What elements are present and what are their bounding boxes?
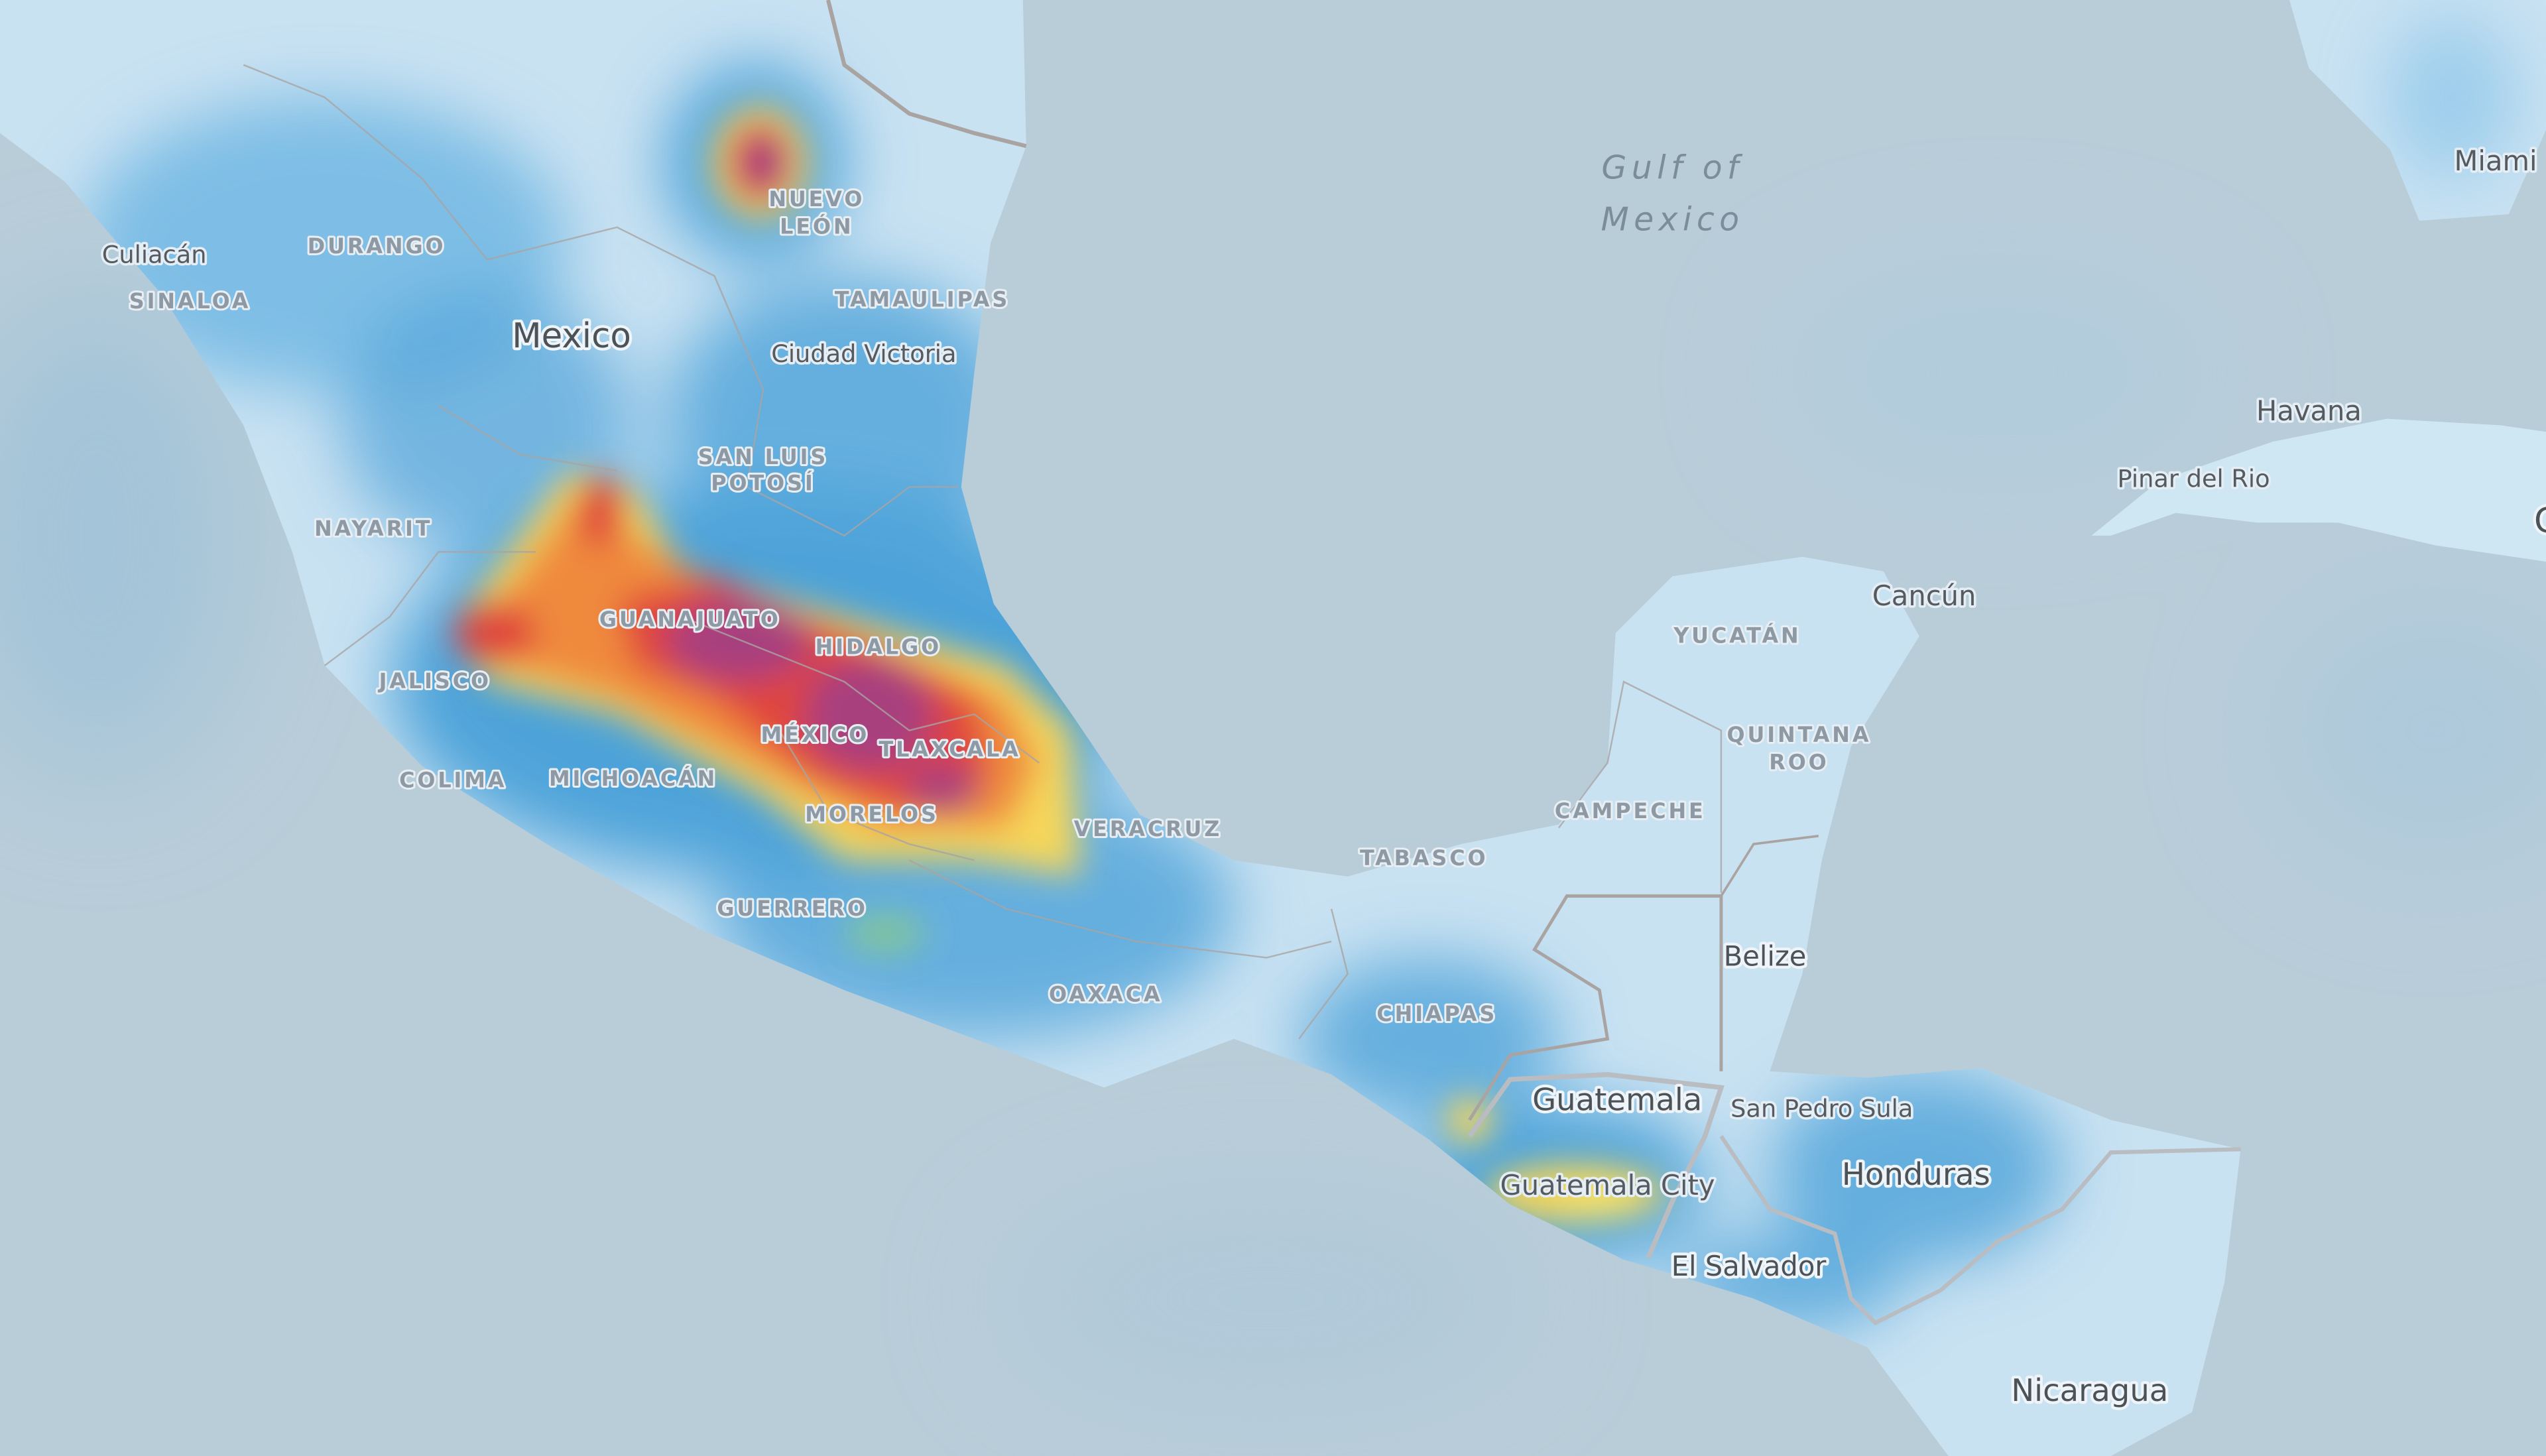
label-city-cancun[interactable]: Cancún — [1870, 577, 1978, 614]
label-city-havana[interactable]: Havana — [2254, 392, 2364, 429]
label-city-san-pedro-sula[interactable]: San Pedro Sula — [1728, 1092, 1915, 1125]
label-country-belize[interactable]: Belize — [1721, 937, 1809, 975]
land-cuba — [2091, 418, 2546, 562]
border-mexico-guatemala — [1468, 894, 1723, 1121]
label-state-nuevo-leon: NUEVO — [768, 186, 865, 212]
label-state-quintana-roo: QUINTANA — [1727, 722, 1872, 747]
water-shading — [0, 276, 2546, 1396]
label-state-guerrero: GUERRERO — [717, 896, 867, 921]
label-country-mexico[interactable]: Mexico — [509, 314, 634, 359]
border-us-mexico — [826, 0, 1027, 149]
borders — [243, 0, 2241, 1325]
label-state-mexico: MÉXICO — [761, 722, 870, 747]
label-state-campeche: CAMPECHE — [1555, 798, 1706, 823]
label-city-guatemala-city[interactable]: Guatemala City — [1498, 1166, 1717, 1203]
label-state-michoacan: MICHOACÁN — [549, 766, 717, 791]
label-state-sinaloa: SINALOA — [129, 288, 251, 314]
label-state-hidalgo: HIDALGO — [816, 635, 941, 660]
label-city-pinar-del-rio[interactable]: Pinar del Rio — [2115, 462, 2272, 495]
map-labels: Gulf of Mexico Mexico Belize Guatemala H… — [99, 142, 2546, 1411]
label-country-el-salvador[interactable]: El Salvador — [1668, 1247, 1829, 1286]
border-belize — [1720, 834, 1819, 897]
label-country-nicaragua[interactable]: Nicaragua — [2008, 1369, 2171, 1411]
label-state-durango: DURANGO — [308, 233, 446, 259]
label-state-nayarit: NAYARIT — [314, 516, 432, 541]
label-state-nuevo-leon: LEÓN — [780, 213, 853, 239]
border-guatemala-south — [1467, 1071, 1725, 1259]
label-state-yucatan: YUCATÁN — [1673, 623, 1801, 648]
label-state-quintana-roo: ROO — [1769, 749, 1829, 774]
border-honduras — [1719, 1135, 2241, 1325]
label-country-guatemala[interactable]: Guatemala — [1530, 1079, 1705, 1121]
label-state-tamaulipas: TAMAULIPAS — [835, 287, 1010, 312]
label-state-oaxaca: OAXACA — [1049, 982, 1163, 1007]
label-city-miami[interactable]: Miami — [2452, 142, 2539, 179]
label-gulf-of-mexico: Mexico — [1601, 201, 1744, 239]
label-state-veracruz: VERACRUZ — [1074, 816, 1223, 841]
label-state-chiapas: CHIAPAS — [1376, 1001, 1497, 1026]
label-state-guanajuato: GUANAJUATO — [599, 607, 781, 632]
label-city-ciudad-victoria[interactable]: Ciudad Victoria — [769, 337, 959, 370]
label-gulf-of-mexico: Gulf of — [1601, 149, 1743, 186]
state-borders — [243, 64, 1723, 1040]
label-state-san-luis-potosi: POTOSÍ — [711, 470, 815, 495]
label-country-honduras[interactable]: Honduras — [1839, 1154, 1993, 1195]
label-state-san-luis-potosi: SAN LUIS — [698, 444, 828, 469]
label-state-tlaxcala: TLAXCALA — [879, 737, 1020, 762]
label-city-culiacan[interactable]: Culiacán — [99, 238, 209, 271]
label-state-jalisco: JALISCO — [378, 668, 491, 694]
label-state-morelos: MORELOS — [805, 802, 939, 827]
label-state-colima: COLIMA — [399, 767, 507, 792]
heatmap-layer — [81, 16, 2517, 1331]
label-state-tabasco: TABASCO — [1360, 845, 1488, 871]
label-country-cuba-partial[interactable]: C — [2531, 499, 2546, 544]
